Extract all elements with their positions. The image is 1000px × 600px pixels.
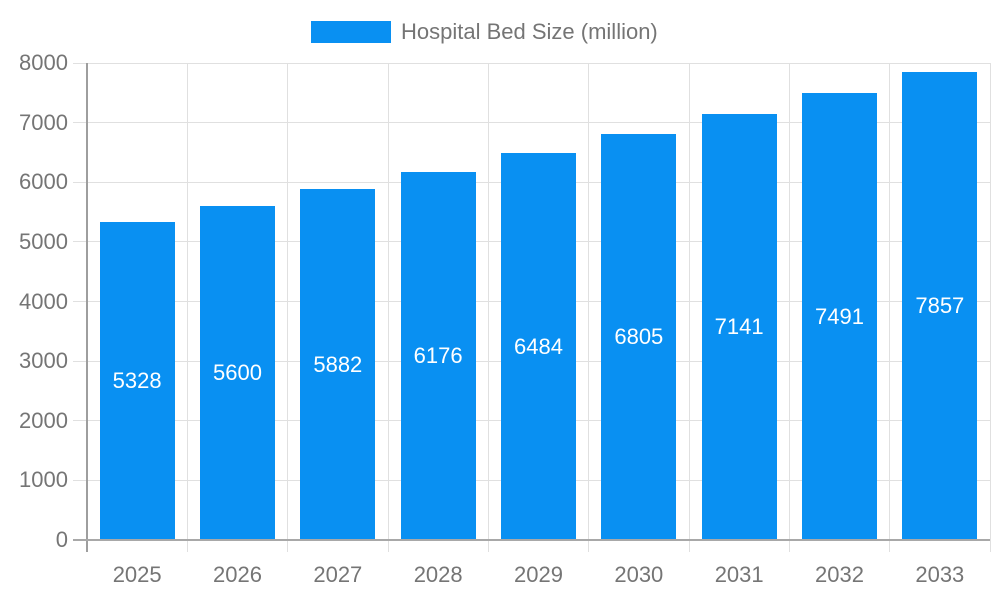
- bar-2027[interactable]: 5882: [300, 189, 376, 540]
- bar-value-label: 6176: [413, 342, 463, 368]
- y-axis-tick-label: 8000: [19, 50, 68, 75]
- bar-2026[interactable]: 5600: [200, 206, 275, 540]
- x-axis-tick-label: 2025: [112, 562, 162, 587]
- x-gridline: [588, 63, 590, 552]
- bar-value-label: 7491: [815, 303, 864, 329]
- y-axis-tick-label: 1000: [19, 467, 68, 493]
- bar-value-label: 5600: [213, 360, 262, 386]
- x-gridline: [287, 63, 289, 552]
- x-gridline: [688, 63, 690, 552]
- x-axis-tick-label: 2027: [313, 562, 363, 587]
- x-gridline: [889, 63, 891, 552]
- y-axis-tick-label: 3000: [19, 348, 68, 374]
- y-gridline: [73, 62, 990, 64]
- x-axis-tick-label: 2030: [614, 562, 664, 587]
- x-gridline: [788, 63, 790, 552]
- x-axis-tick-label: 2029: [514, 562, 563, 587]
- y-axis-tick-label: 4000: [19, 288, 68, 314]
- bar-2030[interactable]: 6805: [601, 134, 677, 540]
- y-gridline: [73, 122, 990, 124]
- x-gridline: [989, 63, 991, 552]
- x-axis-tick-label: 2028: [413, 562, 463, 587]
- bar-2032[interactable]: 7491: [802, 93, 877, 540]
- legend-label: Hospital Bed Size (million): [401, 19, 658, 44]
- x-axis-tick-label: 2033: [915, 562, 965, 587]
- y-axis-tick-label: 0: [55, 527, 68, 552]
- y-axis-tick-label: 6000: [19, 169, 68, 195]
- x-gridline: [387, 63, 389, 552]
- x-gridline: [487, 63, 489, 552]
- x-axis-tick-label: 2031: [714, 562, 764, 587]
- bar-2025[interactable]: 5328: [99, 222, 175, 540]
- x-gridline: [186, 63, 188, 552]
- bar-2029[interactable]: 6484: [501, 153, 576, 540]
- x-axis-tick-label: 2026: [213, 562, 262, 587]
- y-axis-tick-label: 2000: [19, 407, 68, 433]
- bar-2028[interactable]: 6176: [400, 171, 476, 540]
- bar-value-label: 7141: [714, 314, 764, 340]
- bar-value-label: 5882: [313, 351, 363, 377]
- bar-value-label: 7857: [915, 292, 965, 318]
- x-axis-tick-label: 2032: [815, 562, 864, 587]
- y-axis-tick-label: 7000: [19, 109, 68, 135]
- y-axis-line: [86, 63, 88, 552]
- y-axis-tick-label: 5000: [19, 228, 68, 254]
- bar-2033[interactable]: 7857: [902, 71, 978, 540]
- bar-value-label: 5328: [112, 368, 162, 394]
- bar-2031[interactable]: 7141: [701, 114, 777, 540]
- legend-swatch: [311, 21, 391, 43]
- x-axis-line: [73, 539, 990, 541]
- bar-value-label: 6805: [614, 324, 664, 350]
- bar-value-label: 6484: [514, 333, 563, 359]
